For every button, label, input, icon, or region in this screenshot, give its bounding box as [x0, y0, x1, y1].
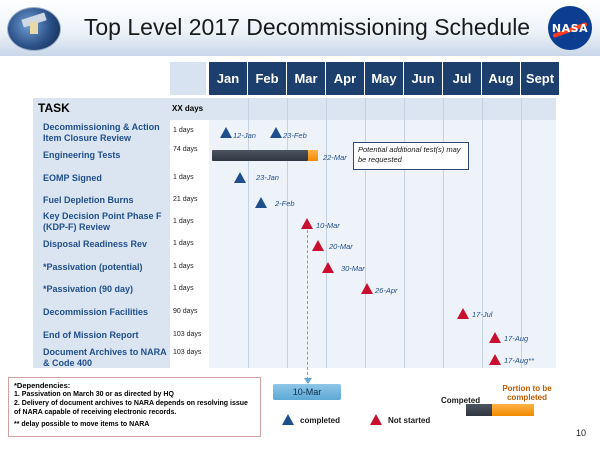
task-days: 1 days — [173, 263, 194, 270]
task-days: 1 days — [173, 174, 194, 181]
task-kdp-f-review: Key Decision Point Phase F (KDP-F) Revie… — [43, 211, 162, 232]
month-jun: Jun — [404, 62, 442, 95]
task-decommission-facilities: Decommission Facilities — [43, 307, 149, 317]
task-passivation-potential: *Passivation (potential) — [43, 262, 143, 272]
not-started-milestone-icon — [361, 283, 373, 294]
grid-line — [404, 98, 405, 368]
task-decommissioning-review: Decommissioning & Action Item Closure Re… — [43, 122, 160, 143]
grid-line — [248, 98, 249, 368]
completed-legend-icon — [282, 414, 294, 425]
task-days: 1 days — [173, 240, 194, 247]
legend-bar-portion-label: Portion to be completed — [502, 384, 552, 402]
month-feb: Feb — [248, 62, 286, 95]
not-started-milestone-icon — [457, 308, 469, 319]
current-date-marker: 10-Mar — [273, 384, 341, 400]
task-header-row — [33, 98, 556, 120]
grid-line — [521, 98, 522, 368]
milestone-label: 22-Mar — [323, 153, 347, 162]
down-arrow-icon — [304, 378, 312, 384]
completed-milestone-icon — [255, 197, 267, 208]
task-fuel-depletion-burns: Fuel Depletion Burns — [43, 195, 134, 205]
nasa-logo-text: NASA — [551, 22, 589, 35]
not-started-milestone-icon — [301, 218, 313, 229]
engineering-tests-bar-remaining — [308, 150, 318, 161]
task-days: 21 days — [173, 196, 198, 203]
month-mar: Mar — [287, 62, 325, 95]
page-number: 10 — [576, 428, 587, 438]
task-end-of-mission-report: End of Mission Report — [43, 330, 139, 340]
month-aug: Aug — [482, 62, 520, 95]
mission-logo-icon — [7, 7, 61, 51]
not-started-milestone-icon — [312, 240, 324, 251]
dependency-item: 1. Passivation on March 30 or as directe… — [14, 391, 174, 398]
month-sept: Sept — [521, 62, 559, 95]
task-eomp-signed: EOMP Signed — [43, 173, 102, 183]
task-days: 1 days — [173, 285, 194, 292]
grid-line — [326, 98, 327, 368]
additional-tests-note: Potential additional test(s) may be requ… — [353, 142, 469, 170]
month-jul: Jul — [443, 62, 481, 95]
legend-bar-completed — [466, 404, 492, 416]
milestone-label: 30-Mar — [341, 264, 365, 273]
milestone-label: 23-Jan — [256, 173, 279, 182]
days-column-header-blank — [170, 62, 206, 95]
dependencies-title: *Dependencies: — [14, 381, 71, 390]
completed-milestone-icon — [270, 127, 282, 138]
milestone-label: 17-Aug** — [504, 356, 535, 365]
task-days: 90 days — [173, 308, 198, 315]
task-passivation-90-day: *Passivation (90 day) — [43, 284, 134, 294]
grid-line — [482, 98, 483, 368]
month-apr: Apr — [326, 62, 364, 95]
not-started-milestone-icon — [322, 262, 334, 273]
legend-completed-label: completed — [300, 416, 341, 425]
slide-title: Top Level 2017 Decommissioning Schedule — [83, 14, 531, 40]
slide-header: Top Level 2017 Decommissioning Schedule … — [0, 0, 600, 56]
task-days: 74 days — [173, 146, 198, 153]
milestone-label: 17-Aug — [504, 334, 529, 343]
days-column-header: XX days — [172, 104, 204, 113]
month-may: May — [365, 62, 403, 95]
task-disposal-readiness: Disposal Readiness Rev — [43, 239, 148, 249]
task-document-archives: Document Archives to NARA & Code 400 — [43, 347, 167, 368]
satellite-body-icon — [30, 22, 38, 34]
not-started-milestone-icon — [489, 332, 501, 343]
grid-line — [287, 98, 288, 368]
milestone-label: 12-Jan — [233, 131, 256, 140]
dependency-item: 2. Delivery of document archives to NARA… — [14, 400, 248, 416]
dependencies-note: ** delay possible to move items to NARA — [14, 421, 150, 428]
task-days: 103 days — [173, 331, 202, 338]
task-days: 1 days — [173, 127, 194, 134]
not-started-legend-icon — [370, 414, 382, 425]
dependencies-box: *Dependencies: 1. Passivation on March 3… — [8, 377, 261, 437]
task-engineering-tests: Engineering Tests — [43, 150, 121, 160]
completed-milestone-icon — [220, 127, 232, 138]
legend-bar-remaining — [492, 404, 534, 416]
not-started-milestone-icon — [489, 354, 501, 365]
grid-line — [365, 98, 366, 368]
milestone-label: 20-Mar — [329, 242, 353, 251]
task-column-header: TASK — [38, 101, 70, 115]
legend-bar-completed-label: Competed — [441, 396, 481, 405]
month-jan: Jan — [209, 62, 247, 95]
milestone-label: 17-Jul — [472, 310, 493, 319]
milestone-label: 2-Feb — [275, 199, 295, 208]
milestone-label: 10-Mar — [316, 221, 340, 230]
grid-line — [443, 98, 444, 368]
current-date-marker-line — [307, 230, 308, 380]
days-column — [170, 120, 209, 368]
legend-not-started-label: Not started — [388, 416, 431, 425]
task-days: 1 days — [173, 218, 194, 225]
completed-milestone-icon — [234, 172, 246, 183]
milestone-label: 23-Feb — [283, 131, 307, 140]
nasa-logo-icon: NASA — [548, 6, 592, 50]
milestone-label: 26-Apr — [375, 286, 398, 295]
task-days: 103 days — [173, 349, 202, 356]
engineering-tests-bar-completed — [212, 150, 308, 161]
task-column — [33, 120, 170, 368]
